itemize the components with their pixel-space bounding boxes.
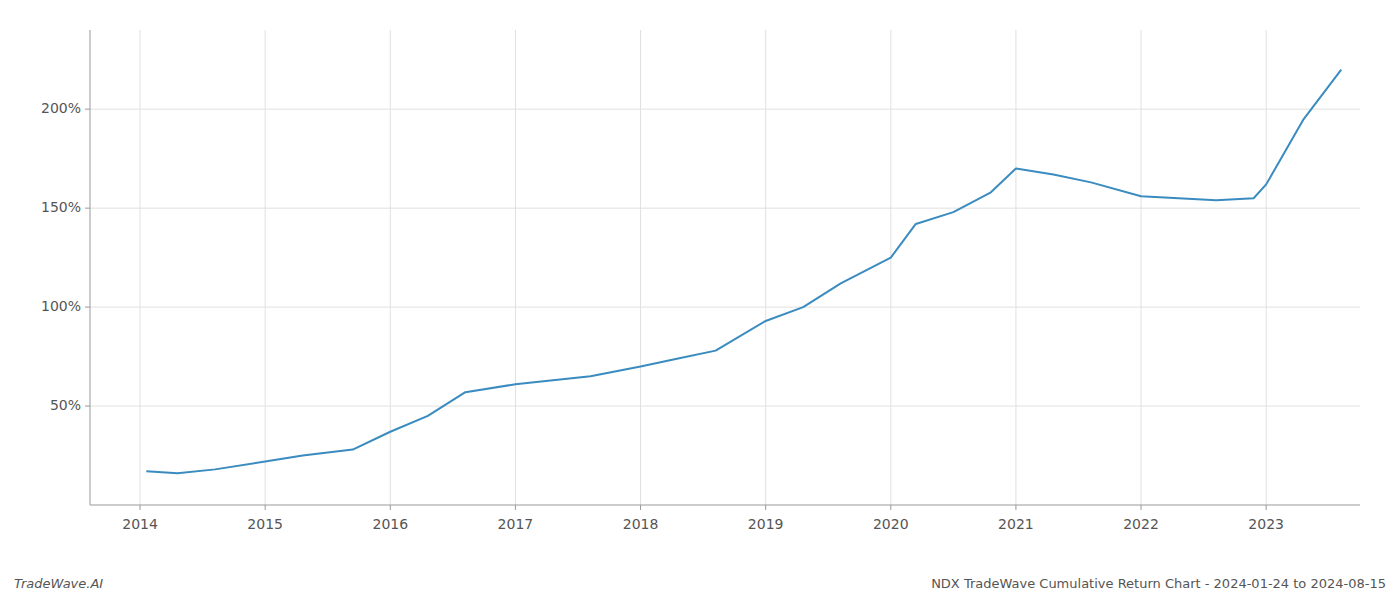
plot-area: [146, 70, 1341, 474]
y-tick: [85, 208, 90, 209]
y-tick-label: 100%: [41, 298, 81, 314]
annotation: NDX TradeWave Cumulative Return Chart - …: [931, 576, 1386, 591]
x-tick: [515, 505, 516, 510]
x-grid-line: [1141, 30, 1142, 505]
x-tick: [140, 505, 141, 510]
line: [146, 70, 1341, 474]
x-tick: [265, 505, 266, 510]
y-axis-line: [90, 30, 91, 505]
x-grid-line: [640, 30, 641, 505]
y-tick: [85, 109, 90, 110]
x-tick-label: 2015: [247, 516, 283, 532]
x-tick: [890, 505, 891, 510]
x-tick: [640, 505, 641, 510]
x-grid-line: [140, 30, 141, 505]
x-tick: [390, 505, 391, 510]
x-grid-line: [765, 30, 766, 505]
x-tick: [1266, 505, 1267, 510]
x-tick: [765, 505, 766, 510]
x-tick-label: 2017: [498, 516, 534, 532]
x-tick-label: 2021: [998, 516, 1034, 532]
y-grid-line: [90, 208, 1360, 209]
x-tick-label: 2020: [873, 516, 909, 532]
x-tick-label: 2022: [1123, 516, 1159, 532]
y-tick-label: 150%: [41, 199, 81, 215]
y-tick: [85, 307, 90, 308]
x-grid-line: [1266, 30, 1267, 505]
x-tick-label: 2019: [748, 516, 784, 532]
x-grid-line: [1015, 30, 1016, 505]
y-tick-label: 50%: [50, 397, 81, 413]
x-axis-line: [90, 505, 1360, 506]
y-grid-line: [90, 307, 1360, 308]
x-grid-line: [515, 30, 516, 505]
y-tick: [85, 406, 90, 407]
x-tick-label: 2016: [372, 516, 408, 532]
x-grid-line: [265, 30, 266, 505]
x-tick-label: 2018: [623, 516, 659, 532]
x-tick-label: 2023: [1248, 516, 1284, 532]
y-grid-line: [90, 109, 1360, 110]
chart: 50% 100% 150% 200% 2014 2015 2016 2017 2018 2019 2…: [0, 0, 1400, 600]
x-tick: [1141, 505, 1142, 510]
x-tick-label: 2014: [122, 516, 158, 532]
grid: [90, 30, 1360, 505]
y-grid-line: [90, 406, 1360, 407]
annotation: TradeWave.AI: [14, 576, 103, 591]
axes: 50% 100% 150% 200% 2014 2015 2016 2017 2018 2019 2…: [41, 30, 1360, 532]
x-tick: [1015, 505, 1016, 510]
x-grid-line: [890, 30, 891, 505]
y-tick-label: 200%: [41, 100, 81, 116]
x-grid-line: [390, 30, 391, 505]
